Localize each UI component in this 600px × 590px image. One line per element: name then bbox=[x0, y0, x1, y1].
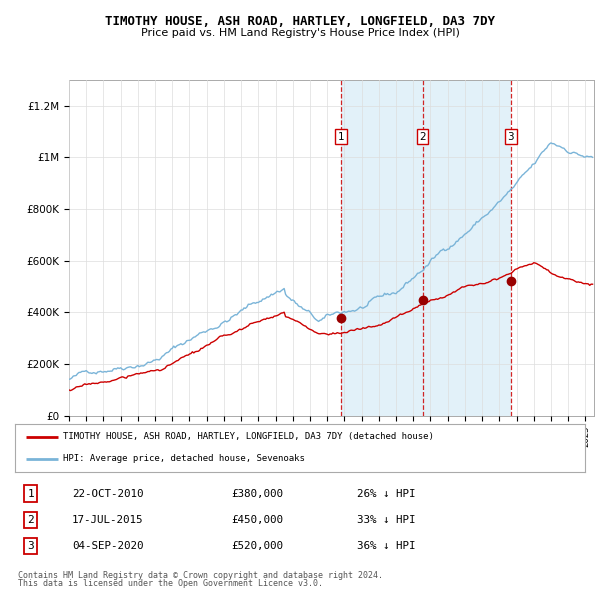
Text: £450,000: £450,000 bbox=[232, 515, 284, 525]
Text: 04-SEP-2020: 04-SEP-2020 bbox=[72, 541, 143, 551]
Text: 3: 3 bbox=[28, 541, 34, 551]
Text: 33% ↓ HPI: 33% ↓ HPI bbox=[357, 515, 415, 525]
Text: 36% ↓ HPI: 36% ↓ HPI bbox=[357, 541, 415, 551]
Text: 2: 2 bbox=[28, 515, 34, 525]
Text: 2: 2 bbox=[419, 132, 426, 142]
Text: HPI: Average price, detached house, Sevenoaks: HPI: Average price, detached house, Seve… bbox=[64, 454, 305, 463]
Text: £520,000: £520,000 bbox=[232, 541, 284, 551]
Text: TIMOTHY HOUSE, ASH ROAD, HARTLEY, LONGFIELD, DA3 7DY (detached house): TIMOTHY HOUSE, ASH ROAD, HARTLEY, LONGFI… bbox=[64, 432, 434, 441]
Text: TIMOTHY HOUSE, ASH ROAD, HARTLEY, LONGFIELD, DA3 7DY: TIMOTHY HOUSE, ASH ROAD, HARTLEY, LONGFI… bbox=[105, 15, 495, 28]
Text: 1: 1 bbox=[28, 489, 34, 499]
Text: 17-JUL-2015: 17-JUL-2015 bbox=[72, 515, 143, 525]
Text: This data is licensed under the Open Government Licence v3.0.: This data is licensed under the Open Gov… bbox=[18, 579, 323, 588]
Text: 1: 1 bbox=[338, 132, 344, 142]
Text: 3: 3 bbox=[508, 132, 514, 142]
Text: Price paid vs. HM Land Registry's House Price Index (HPI): Price paid vs. HM Land Registry's House … bbox=[140, 28, 460, 38]
Text: Contains HM Land Registry data © Crown copyright and database right 2024.: Contains HM Land Registry data © Crown c… bbox=[18, 571, 383, 579]
Text: 26% ↓ HPI: 26% ↓ HPI bbox=[357, 489, 415, 499]
Bar bbox=[341, 80, 511, 416]
Text: 22-OCT-2010: 22-OCT-2010 bbox=[72, 489, 143, 499]
Text: £380,000: £380,000 bbox=[232, 489, 284, 499]
